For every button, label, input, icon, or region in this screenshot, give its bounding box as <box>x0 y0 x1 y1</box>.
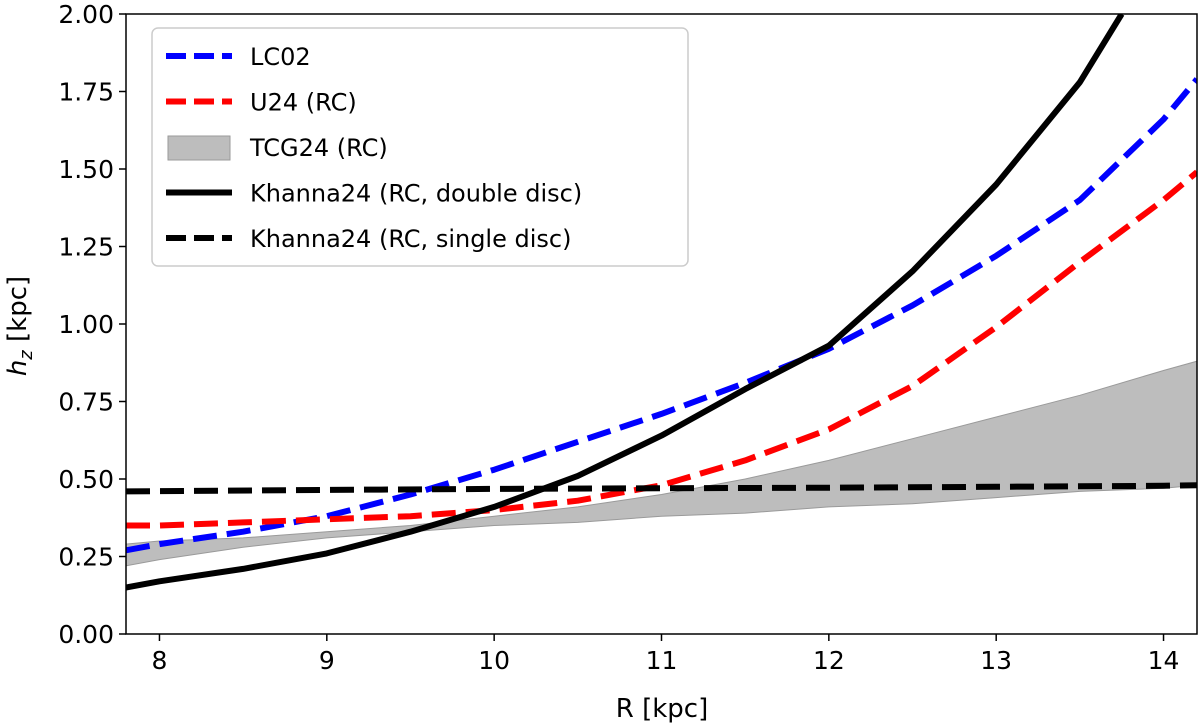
x-tick-label: 9 <box>319 646 335 675</box>
x-axis-label: R [kpc] <box>616 694 708 724</box>
x-tick-label: 13 <box>980 646 1012 675</box>
x-tick-label: 8 <box>152 646 168 675</box>
x-tick-label: 12 <box>813 646 845 675</box>
legend-label: Khanna24 (RC, single disc) <box>250 225 571 253</box>
y-tick-label: 1.00 <box>58 310 114 339</box>
series-line-1 <box>126 169 1197 529</box>
legend-swatch-band <box>167 135 231 161</box>
axes: 8 9 10 11 12 13 14 0.00 0.25 0.50 0.75 1.00 1.25 1.50… <box>58 0 1198 675</box>
legend: LC02 U24 (RC) TCG24 (RC) Khanna24 (RC, doub… <box>151 27 689 267</box>
plot-clip-group <box>126 14 1197 591</box>
y-tick-label: 0.00 <box>58 620 114 649</box>
series-line-2 <box>126 14 1125 591</box>
x-tick-label: 11 <box>646 646 678 675</box>
legend-label: TCG24 (RC) <box>249 134 388 162</box>
series-line-3 <box>126 482 1197 495</box>
x-tick-label: 10 <box>478 646 510 675</box>
y-tick-label: 0.25 <box>58 543 114 572</box>
x-tick-label: 14 <box>1148 646 1180 675</box>
series-line-0 <box>126 77 1197 554</box>
plot-area <box>126 14 1197 591</box>
y-tick-label: 0.75 <box>58 388 114 417</box>
legend-label: U24 (RC) <box>250 89 357 117</box>
legend-box <box>151 27 689 267</box>
legend-label: LC02 <box>250 43 311 71</box>
y-tick-label: 1.25 <box>58 233 114 262</box>
y-tick-label: 1.50 <box>58 155 114 184</box>
y-tick-label: 0.50 <box>58 465 114 494</box>
legend-label: Khanna24 (RC, double disc) <box>250 180 582 208</box>
band-tcg24 <box>126 360 1197 567</box>
y-tick-label: 1.75 <box>58 78 114 107</box>
y-tick-label: 2.00 <box>58 0 114 29</box>
y-axis-label: hz [kpc] <box>3 276 37 376</box>
